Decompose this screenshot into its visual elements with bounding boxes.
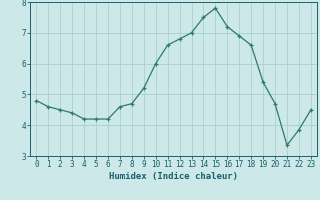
X-axis label: Humidex (Indice chaleur): Humidex (Indice chaleur)	[109, 172, 238, 181]
